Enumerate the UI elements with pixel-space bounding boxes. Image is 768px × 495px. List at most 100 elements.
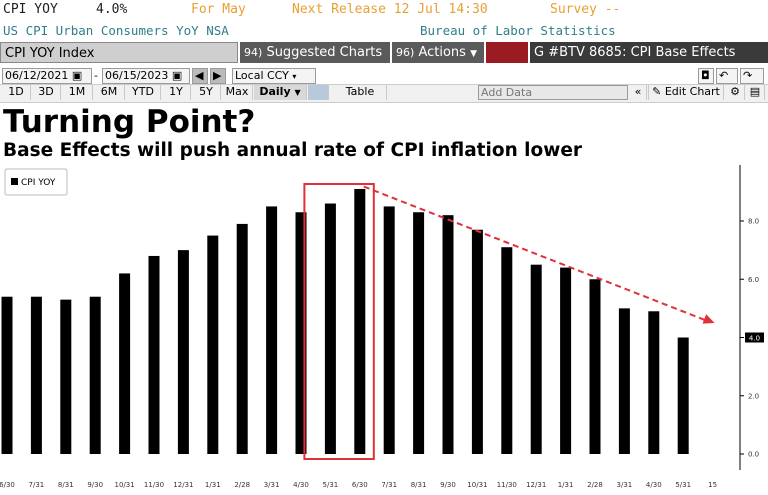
next-arrow-icon[interactable]: ▶ (210, 68, 226, 84)
legend-box (4, 168, 68, 196)
x-tick-label: 15 (708, 481, 717, 489)
source: Bureau of Labor Statistics (420, 23, 616, 38)
currency-value: Local CCY (235, 69, 289, 82)
x-tick-label: 11/30 (144, 481, 164, 489)
suggested-charts-button[interactable]: 94) Suggested Charts (240, 42, 390, 63)
undo-icon[interactable]: ↶ (716, 68, 738, 84)
range-ytd[interactable]: YTD (126, 85, 161, 100)
y-axis-labels: 0.02.04.06.08.04.0 (740, 218, 764, 459)
currency-select[interactable]: Local CCY ▾ (232, 68, 316, 84)
x-tick-label: 9/30 (440, 481, 456, 489)
edit-chart-button[interactable]: ✎ Edit Chart (648, 85, 724, 100)
bar-2 (60, 299, 72, 454)
y-tick-label: 8.0 (748, 218, 759, 226)
suggested-charts-icon: 94) (244, 46, 263, 59)
edit-chart-label: Edit Chart (664, 85, 720, 98)
bar-23 (677, 337, 689, 454)
toolbar: CPI YOY Index 94) Suggested Charts 96) A… (0, 42, 768, 64)
bar-16 (471, 229, 483, 454)
bars-group (1, 188, 689, 454)
x-tick-label: 5/31 (675, 481, 691, 489)
bar-15 (442, 215, 454, 454)
start-date-field[interactable]: 06/12/2021 ▣ (2, 68, 92, 84)
window-icon[interactable]: ◘ (698, 68, 714, 84)
x-tick-label: 11/30 (497, 481, 517, 489)
x-tick-label: 4/30 (646, 481, 662, 489)
chevron-down-icon: ▾ (292, 72, 297, 81)
bar-21 (618, 308, 630, 454)
expand-icon[interactable]: ▤ (746, 85, 765, 100)
settings-icon[interactable]: ⚙ (726, 85, 745, 100)
x-tick-label: 12/31 (173, 481, 193, 489)
range-1d[interactable]: 1D (2, 85, 31, 100)
table-button[interactable]: Table (334, 85, 387, 100)
legend-label: CPI YOY (21, 178, 56, 188)
collapse-icon[interactable]: « (630, 85, 647, 100)
range-3d[interactable]: 3D (32, 85, 61, 100)
x-tick-label: 8/31 (411, 481, 427, 489)
bar-4 (119, 273, 131, 454)
x-tick-label: 9/30 (87, 481, 103, 489)
bar-19 (560, 267, 572, 454)
range-5y[interactable]: 5Y (192, 85, 221, 100)
calendar-icon[interactable]: ▣ (71, 69, 83, 82)
bar-7 (207, 235, 219, 454)
chart-id: G #BTV 8685: CPI Base Effects (530, 42, 768, 63)
frequency-value: Daily (259, 85, 291, 98)
bar-5 (148, 255, 160, 454)
bar-3 (89, 296, 101, 454)
prev-arrow-icon[interactable]: ◀ (192, 68, 208, 84)
end-date-field[interactable]: 06/15/2023 ▣ (102, 68, 190, 84)
red-block (486, 42, 528, 63)
redo-icon[interactable]: ↷ (740, 68, 764, 84)
x-tick-label: 4/30 (293, 481, 309, 489)
y-tick-label: 6.0 (748, 276, 759, 284)
bar-9 (266, 206, 278, 454)
range-1m[interactable]: 1M (62, 85, 93, 100)
range-6m[interactable]: 6M (94, 85, 125, 100)
range-1y[interactable]: 1Y (162, 85, 191, 100)
trend-arrow-line (363, 185, 709, 323)
bar-1 (30, 296, 42, 454)
annotation-overlay (303, 183, 715, 460)
index-name-field[interactable]: CPI YOY Index (0, 42, 238, 63)
last-value-label: 4.0 (749, 335, 760, 343)
x-axis-labels: 6/30 7/31 8/31 9/30 10/31 11/30 12/31 1/31 2/28 3… (0, 481, 717, 489)
x-tick-label: 5/31 (323, 481, 339, 489)
actions-icon: 96) (396, 46, 415, 59)
x-tick-label: 10/31 (115, 481, 135, 489)
chart-type-button[interactable] (308, 85, 329, 100)
bar-10 (295, 212, 307, 454)
chevron-down-icon: ▼ (470, 49, 477, 59)
survey: Survey -- (550, 2, 621, 17)
range-max[interactable]: Max (222, 85, 253, 100)
security-header: CPI YOY 4.0% For May Next Release 12 Jul… (0, 2, 768, 22)
x-tick-label: 12/31 (526, 481, 546, 489)
legend: CPI YOY (4, 168, 68, 196)
add-data-input[interactable]: Add Data (478, 85, 628, 100)
bar-22 (648, 311, 660, 454)
bar-6 (177, 250, 189, 454)
legend-swatch (11, 178, 18, 185)
highlight-box (303, 183, 375, 460)
chart-controls: 06/12/2021 ▣ - 06/15/2023 ▣ ◀ ▶ Local CC… (0, 67, 768, 103)
x-tick-label: 2/28 (587, 481, 603, 489)
chart-subtitle: Base Effects will push annual rate of CP… (3, 140, 582, 161)
actions-button[interactable]: 96) Actions ▼ (392, 42, 484, 63)
last-value-badge (745, 332, 764, 343)
y-tick-label: 0.0 (748, 451, 759, 459)
bar-12 (354, 188, 366, 454)
frequency-select[interactable]: Daily ▼ (254, 85, 307, 100)
y-tick-label: 2.0 (748, 392, 759, 400)
trend-arrow-head (702, 314, 715, 324)
x-tick-label: 7/31 (29, 481, 45, 489)
x-tick-label: 8/31 (58, 481, 74, 489)
x-tick-label: 1/31 (558, 481, 574, 489)
bar-0 (1, 296, 13, 454)
next-release: Next Release 12 Jul 14:30 (292, 2, 488, 17)
start-date-value: 06/12/2021 (5, 69, 69, 82)
x-tick-label: 3/31 (264, 481, 280, 489)
calendar-icon[interactable]: ▣ (171, 69, 183, 82)
chevron-down-icon: ▼ (294, 88, 301, 97)
